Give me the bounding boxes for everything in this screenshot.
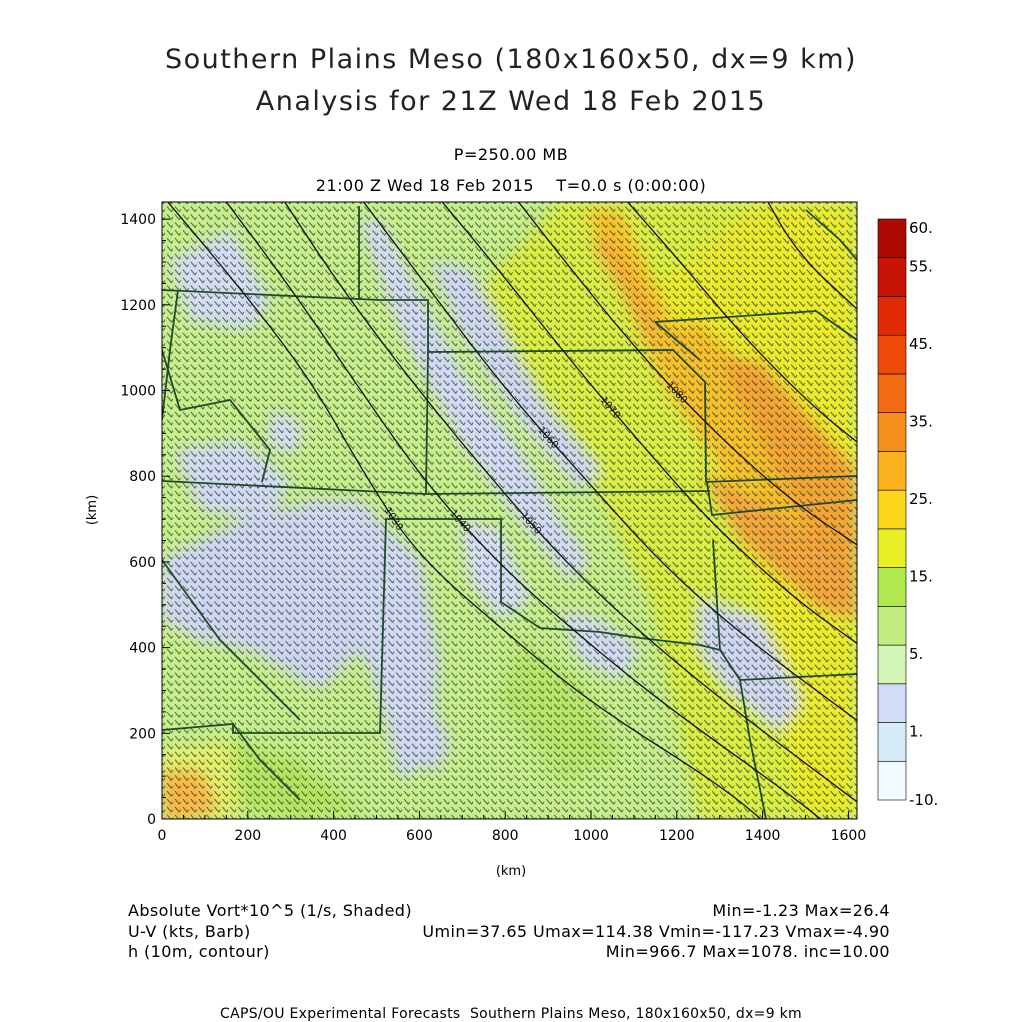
colorbar-label: 55. bbox=[909, 258, 933, 276]
colorbar-label: 1. bbox=[909, 723, 923, 741]
colorbar-label: 5. bbox=[909, 645, 923, 663]
y-tick-label: 1400 bbox=[120, 212, 156, 228]
x-tick-labels: 0 200 400 600 800 1000 1200 1400 1600 bbox=[158, 828, 867, 844]
y-tick-label: 200 bbox=[129, 726, 156, 742]
x-tick-label: 1200 bbox=[659, 828, 695, 844]
colorbar-labels: 60. 55. 45. 35. 25. 15. 5. 1. -10. bbox=[909, 219, 938, 809]
barb-field-stats: Umin=37.65 Umax=114.38 Vmin=-117.23 Vmax… bbox=[422, 922, 890, 941]
colorbar-swatch bbox=[877, 373, 907, 413]
x-tick-label: 0 bbox=[158, 828, 167, 844]
colorbar-label: 15. bbox=[909, 568, 933, 586]
shaded-field-stats: Min=-1.23 Max=26.4 bbox=[712, 901, 890, 920]
contour-field-name: h (10m, contour) bbox=[128, 942, 270, 961]
colorbar bbox=[877, 218, 907, 801]
plot-frame bbox=[161, 201, 858, 820]
colorbar-swatch bbox=[877, 412, 907, 452]
colorbar-label: 25. bbox=[909, 490, 933, 508]
time-label: 21:00 Z Wed 18 Feb 2015 T=0.0 s (0:00:00… bbox=[315, 176, 707, 195]
colorbar-swatch bbox=[877, 451, 907, 491]
contour-line bbox=[517, 202, 857, 546]
contour-line bbox=[767, 202, 857, 310]
colorbar-swatch bbox=[877, 567, 907, 607]
colorbar-swatch bbox=[877, 760, 907, 801]
y-tick-label: 800 bbox=[129, 469, 156, 485]
state-boundaries bbox=[162, 206, 857, 819]
x-tick-label: 800 bbox=[492, 828, 519, 844]
wind-barbs bbox=[162, 202, 857, 819]
y-tick-label: 1200 bbox=[120, 298, 156, 314]
y-tick-labels: 0 200 400 600 800 1000 1200 1400 bbox=[120, 212, 156, 828]
colorbar-swatch bbox=[877, 683, 907, 723]
height-contours bbox=[166, 202, 857, 819]
contour-line bbox=[441, 202, 857, 644]
colorbar-swatch bbox=[877, 722, 907, 762]
y-tick-label: 600 bbox=[129, 555, 156, 571]
contour-line bbox=[166, 202, 762, 819]
colorbar-label: 60. bbox=[909, 219, 933, 237]
chart-subtitle: Analysis for 21Z Wed 18 Feb 2015 bbox=[255, 86, 767, 117]
contour-field-stats: Min=966.7 Max=1078. inc=10.00 bbox=[605, 942, 890, 961]
contour-line bbox=[362, 202, 857, 721]
x-tick-label: 1400 bbox=[745, 828, 781, 844]
contour-line bbox=[283, 202, 857, 803]
colorbar-label: 45. bbox=[909, 335, 933, 353]
x-tick-label: 600 bbox=[406, 828, 433, 844]
colorbar-swatch bbox=[877, 257, 907, 297]
x-axis-label: (km) bbox=[496, 864, 526, 879]
axis-ticks bbox=[161, 218, 849, 820]
colorbar-swatch bbox=[877, 218, 907, 259]
y-tick-label: 0 bbox=[147, 812, 156, 828]
y-tick-label: 400 bbox=[129, 641, 156, 657]
x-tick-label: 400 bbox=[320, 828, 347, 844]
colorbar-swatch bbox=[877, 334, 907, 375]
contour-line bbox=[626, 202, 857, 443]
contour-line bbox=[225, 202, 822, 819]
level-label: P=250.00 MB bbox=[453, 145, 569, 164]
x-tick-label: 1000 bbox=[573, 828, 609, 844]
colorbar-swatch bbox=[877, 644, 907, 685]
credit-line: CAPS/OU Experimental Forecasts Southern … bbox=[220, 1006, 802, 1022]
chart-title: Southern Plains Meso (180x160x50, dx=9 k… bbox=[164, 44, 858, 75]
shaded-field-name: Absolute Vort*10^5 (1/s, Shaded) bbox=[128, 901, 413, 920]
colorbar-label: -10. bbox=[909, 791, 938, 809]
colorbar-swatch bbox=[877, 489, 907, 530]
x-tick-label: 1600 bbox=[831, 828, 867, 844]
y-axis-label: (km) bbox=[85, 495, 100, 525]
y-tick-label: 1000 bbox=[120, 384, 156, 400]
colorbar-label: 35. bbox=[909, 413, 933, 431]
x-tick-label: 200 bbox=[234, 828, 261, 844]
colorbar-swatch bbox=[877, 606, 907, 646]
barb-field-name: U-V (kts, Barb) bbox=[128, 922, 251, 941]
colorbar-swatch bbox=[877, 296, 907, 336]
colorbar-swatch bbox=[877, 528, 907, 568]
